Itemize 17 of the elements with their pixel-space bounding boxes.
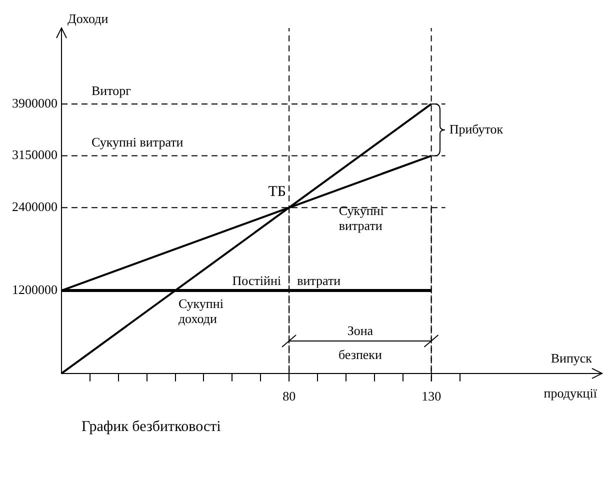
text: График безбитковості — [82, 418, 221, 435]
y-tick-label: 1200000 — [12, 282, 58, 297]
series-label: Сукупні доходи — [178, 296, 224, 326]
text: Постійні витрати — [232, 272, 341, 288]
y-tick-label: 2400000 — [12, 199, 58, 214]
series-label: Сукупні витрати — [338, 202, 384, 233]
annotation: ТБ — [268, 184, 286, 200]
y-tick-label: 3150000 — [12, 147, 58, 162]
annotation: Прибуток — [449, 121, 504, 136]
annotation: Зона безпеки — [338, 322, 382, 362]
y-tick-label: 3900000 — [12, 95, 58, 110]
x-tick-label: 130 — [422, 388, 442, 404]
ref-line-label: Виторг — [92, 82, 131, 98]
ref-line-label: Сукупні витрати — [92, 134, 184, 150]
y-axis-title: Доходи — [68, 10, 108, 26]
text: Випуск продукції — [544, 350, 597, 400]
x-tick-label: 80 — [282, 388, 296, 404]
